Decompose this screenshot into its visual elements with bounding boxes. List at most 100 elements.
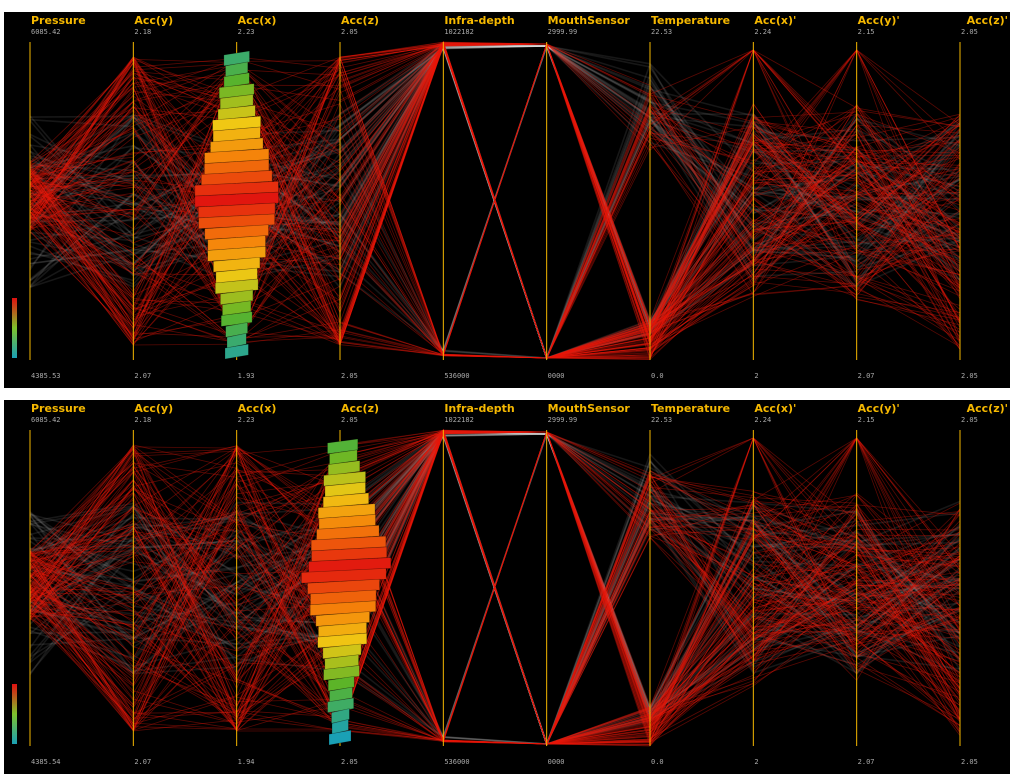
histogram-bin	[222, 300, 252, 316]
highlighted-polyline	[29, 43, 961, 359]
highlighted-polyline	[29, 43, 961, 342]
highlighted-polyline	[29, 68, 961, 359]
histogram-bin	[194, 180, 279, 197]
highlighted-polyline	[29, 41, 961, 359]
highlighted-polyline	[29, 431, 961, 741]
highlighted-polyline	[29, 42, 961, 359]
context-polyline	[29, 44, 961, 290]
highlighted-polyline	[29, 43, 961, 339]
highlighted-polyline	[29, 431, 961, 745]
highlighted-polyline	[29, 42, 961, 331]
axis-label-acc-x[interactable]: Acc(x)	[237, 402, 277, 415]
highlighted-polyline	[29, 41, 961, 359]
axis-min-acc-y-prime: 2.07	[857, 758, 875, 766]
context-polyline	[29, 430, 961, 712]
highlighted-polyline	[29, 428, 961, 746]
context-polyline	[29, 433, 961, 717]
highlighted-polyline	[29, 431, 961, 746]
context-polyline	[29, 45, 961, 360]
axis-label-mouthsensor[interactable]: MouthSensor	[547, 402, 630, 415]
highlighted-polyline	[29, 432, 961, 746]
highlighted-polyline	[29, 431, 961, 623]
highlighted-polyline	[29, 430, 961, 742]
highlighted-polyline	[29, 531, 961, 745]
context-polyline	[29, 45, 961, 359]
histogram-bin	[224, 343, 249, 360]
axis-label-acc-z-prime[interactable]: Acc(z)'	[966, 14, 1008, 27]
plot-area	[29, 428, 961, 747]
axis-label-infra-depth[interactable]: Infra-depth	[444, 402, 515, 415]
context-polyline	[29, 431, 961, 739]
highlighted-polyline	[29, 45, 961, 359]
axis-label-mouthsensor[interactable]: MouthSensor	[547, 14, 630, 27]
highlighted-polyline	[29, 431, 961, 741]
histogram-bin	[309, 600, 377, 616]
axis-histogram[interactable]	[194, 50, 279, 360]
axis-histogram[interactable]	[301, 438, 392, 746]
axis-label-acc-x[interactable]: Acc(x)	[237, 14, 277, 27]
highlighted-polyline	[29, 431, 961, 746]
context-polyline	[29, 431, 961, 747]
axis-label-acc-z-prime[interactable]: Acc(z)'	[966, 402, 1008, 415]
context-polyline	[29, 433, 961, 650]
highlighted-polyline	[29, 62, 961, 359]
highlighted-polyline	[29, 430, 961, 732]
axis-min-acc-x-prime: 2	[754, 758, 759, 766]
highlighted-polyline	[29, 431, 961, 726]
highlighted-polyline	[29, 43, 961, 347]
highlighted-polyline	[29, 432, 961, 745]
highlighted-polyline	[29, 431, 961, 731]
highlighted-polyline	[29, 56, 961, 359]
highlighted-polyline	[29, 41, 961, 359]
context-polyline	[29, 433, 961, 711]
highlighted-polyline	[29, 543, 961, 745]
axis-label-temperature[interactable]: Temperature	[651, 402, 731, 415]
highlighted-polyline	[29, 44, 961, 359]
axis-label-acc-x-prime[interactable]: Acc(x)'	[754, 14, 797, 27]
highlighted-polyline	[29, 437, 961, 745]
axis-label-pressure[interactable]: Pressure	[31, 402, 86, 415]
axis-label-acc-z[interactable]: Acc(z)	[341, 402, 380, 415]
context-polyline	[29, 130, 961, 359]
highlighted-polyline	[29, 43, 961, 360]
highlighted-polyline	[29, 429, 961, 722]
context-polyline	[29, 45, 961, 281]
highlighted-polyline	[29, 43, 961, 356]
axis-max-acc-z-prime: 2.05	[961, 28, 978, 36]
highlighted-polyline	[29, 429, 961, 745]
highlighted-polyline	[29, 44, 961, 360]
axis-min-acc-z-prime: 2.05	[961, 758, 978, 766]
axis-label-acc-y-prime[interactable]: Acc(y)'	[857, 14, 900, 27]
axis-label-acc-y[interactable]: Acc(y)	[134, 14, 174, 27]
axis-min-acc-z-prime: 2.05	[961, 372, 978, 380]
axis-min-pressure: 4385.53	[31, 372, 61, 380]
context-polyline	[29, 431, 961, 712]
axis-label-pressure[interactable]: Pressure	[31, 14, 86, 27]
context-polyline	[29, 433, 961, 722]
axis-max-temperature: 22.53	[651, 28, 673, 36]
axis-label-acc-x-prime[interactable]: Acc(x)'	[754, 402, 797, 415]
axis-label-temperature[interactable]: Temperature	[651, 14, 731, 27]
highlighted-polyline	[29, 431, 961, 732]
histogram-bin	[322, 643, 362, 660]
highlighted-polyline	[29, 43, 961, 360]
axis-min-infra-depth: 536000	[444, 758, 470, 766]
highlighted-polyline	[29, 41, 961, 359]
highlighted-polyline	[29, 429, 961, 746]
highlighted-polyline	[29, 118, 961, 359]
axis-label-acc-z[interactable]: Acc(z)	[341, 14, 380, 27]
axis-label-infra-depth[interactable]: Infra-depth	[444, 14, 515, 27]
histogram-bin	[220, 311, 253, 327]
highlighted-polyline	[29, 43, 961, 327]
highlighted-polyline	[29, 430, 961, 745]
highlighted-polyline	[29, 431, 961, 746]
axis-label-acc-y-prime[interactable]: Acc(y)'	[857, 402, 900, 415]
highlighted-polyline	[29, 430, 961, 745]
axis-label-acc-y[interactable]: Acc(y)	[134, 402, 174, 415]
highlighted-polyline	[29, 432, 961, 746]
highlighted-polyline	[29, 43, 961, 340]
context-polyline	[29, 432, 961, 738]
highlighted-polyline	[29, 437, 961, 745]
axis-min-acc-x: 1.93	[237, 372, 255, 380]
highlighted-polyline	[29, 430, 961, 731]
